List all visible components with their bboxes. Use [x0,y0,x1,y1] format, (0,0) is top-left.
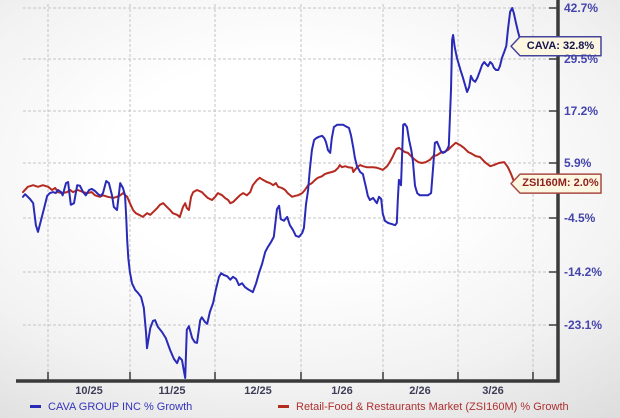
x-tick-label: 11/25 [158,385,186,397]
y-tick-label: 17.2% [564,104,599,118]
legend-label-cava: CAVA GROUP INC % Growth [48,401,193,413]
y-tick-label: 29.5% [564,52,599,66]
y-tick-label: 42.7% [564,1,599,15]
y-tick-label: -14.2% [564,265,603,279]
cava-value-callout: CAVA: 32.8% [526,39,595,52]
legend-item-market: Retail-Food & Restaurants Market (ZSI160… [278,400,569,414]
y-tick-label: 5.9% [564,156,592,170]
x-tick-label: 12/25 [244,385,272,397]
market-line-marker [278,405,289,408]
x-tick-label: 3/26 [482,385,504,397]
zsi-value-callout: ZSI160M: 2.0% [522,177,599,190]
legend-label-market: Retail-Food & Restaurants Market (ZSI160… [296,401,569,413]
x-tick-label: 10/25 [75,385,103,397]
y-tick-label: -4.5% [564,211,596,225]
y-tick-label: -23.1% [564,318,603,332]
legend-item-cava: CAVA GROUP INC % Growth [30,400,192,414]
x-tick-label: 1/26 [331,385,353,397]
cava-line-marker [30,405,41,408]
x-tick-label: 2/26 [409,385,431,397]
